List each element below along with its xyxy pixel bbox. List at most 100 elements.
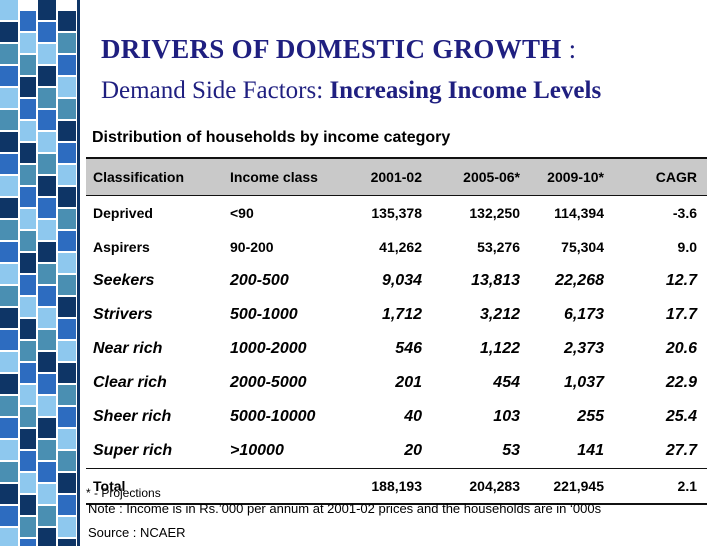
- cell-cagr: 20.6: [665, 340, 697, 357]
- cell-cagr: 27.7: [665, 442, 697, 459]
- stripe-block: [0, 440, 18, 460]
- stripe-block: [0, 418, 18, 438]
- cell-classification: Clear rich: [93, 374, 167, 391]
- stripe-block: [0, 528, 18, 546]
- cell-2005-06: 53,276: [477, 239, 520, 255]
- stripe-block: [38, 308, 56, 328]
- stripe-block: [58, 517, 76, 537]
- stripe-block: [38, 264, 56, 284]
- stripe-block: [58, 33, 76, 53]
- stripe-block: [20, 495, 36, 515]
- cell-2009-10: 22,268: [555, 272, 604, 289]
- stripe-block: [38, 462, 56, 482]
- stripe-block: [58, 363, 76, 383]
- cell-income-class: 2000-5000: [230, 374, 307, 391]
- stripe-block: [58, 297, 76, 317]
- cell-2001-02: 20: [404, 442, 422, 459]
- stripe-block: [20, 209, 36, 229]
- cell-2001-02: 9,034: [381, 272, 422, 289]
- header-2005-06: 2005-06*: [463, 169, 520, 185]
- cell-2005-06: 1,122: [479, 340, 520, 357]
- stripe-block: [20, 99, 36, 119]
- stripe-block: [58, 451, 76, 471]
- stripe-block: [0, 66, 18, 86]
- stripe-edge: [77, 0, 80, 546]
- table-row: Strivers 500-1000 1,712 3,212 6,173 17.7: [86, 298, 707, 332]
- cell-2001-02: 201: [395, 374, 422, 391]
- stripe-block: [20, 363, 36, 383]
- stripe-block: [38, 484, 56, 504]
- cell-income-class: 200-500: [230, 272, 289, 289]
- cell-income-class: 5000-10000: [230, 408, 316, 425]
- stripe-block: [20, 539, 36, 546]
- stripe-block: [20, 253, 36, 273]
- stripe-block: [20, 55, 36, 75]
- cell-total-2005-06: 204,283: [469, 478, 520, 494]
- cell-cagr: 9.0: [677, 239, 697, 255]
- stripe-block: [0, 352, 18, 372]
- stripe-block: [20, 187, 36, 207]
- stripe-block: [38, 22, 56, 42]
- stripe-block: [0, 308, 18, 328]
- stripe-block: [58, 275, 76, 295]
- stripe-block: [0, 396, 18, 416]
- stripe-block: [38, 0, 56, 20]
- stripe-block: [20, 517, 36, 537]
- cell-total-2001-02: 188,193: [371, 478, 422, 494]
- cell-cagr: 12.7: [665, 272, 697, 289]
- header-classification: Classification: [93, 169, 185, 185]
- stripe-block: [0, 0, 18, 20]
- stripe-block: [58, 165, 76, 185]
- stripe-block: [38, 198, 56, 218]
- cell-classification: Sheer rich: [93, 408, 172, 425]
- stripe-block: [0, 242, 18, 262]
- stripe-block: [38, 154, 56, 174]
- stripe-block: [38, 396, 56, 416]
- stripe-block: [20, 275, 36, 295]
- cell-classification: Super rich: [93, 442, 173, 459]
- stripe-block: [58, 11, 76, 31]
- stripe-block: [58, 385, 76, 405]
- table-row: Clear rich 2000-5000 201 454 1,037 22.9: [86, 366, 707, 400]
- cell-2001-02: 41,262: [379, 239, 422, 255]
- stripe-block: [58, 55, 76, 75]
- stripe-block: [20, 473, 36, 493]
- stripe-block: [58, 407, 76, 427]
- stripe-block: [0, 264, 18, 284]
- cell-classification: Seekers: [93, 272, 155, 289]
- stripe-block: [38, 352, 56, 372]
- cell-income-class: 90-200: [230, 239, 274, 255]
- cell-2001-02: 546: [395, 340, 422, 357]
- stripe-block: [20, 451, 36, 471]
- cell-2009-10: 6,173: [563, 306, 604, 323]
- slide-subtitle: Demand Side Factors: Increasing Income L…: [101, 77, 602, 104]
- table-total-row: Total 188,193 204,283 221,945 2.1: [86, 468, 707, 505]
- stripe-block: [38, 418, 56, 438]
- stripe-block: [58, 253, 76, 273]
- table-caption: Distribution of households by income cat…: [92, 129, 451, 146]
- stripe-block: [20, 33, 36, 53]
- stripe-block: [38, 176, 56, 196]
- stripe-block: [20, 407, 36, 427]
- stripe-block: [58, 473, 76, 493]
- cell-cagr: 25.4: [665, 408, 697, 425]
- cell-income-class: 500-1000: [230, 306, 298, 323]
- stripe-block: [0, 88, 18, 108]
- stripe-block: [0, 506, 18, 526]
- income-note: Note : Income is in Rs.’000 per annum at…: [88, 501, 602, 516]
- stripe-block: [0, 154, 18, 174]
- stripe-block: [38, 110, 56, 130]
- cell-cagr: 17.7: [665, 306, 697, 323]
- stripe-block: [58, 121, 76, 141]
- stripe-block: [20, 385, 36, 405]
- cell-income-class: >10000: [230, 442, 284, 459]
- stripe-block: [0, 484, 18, 504]
- table-header-row: Classification Income class 2001-02 2005…: [86, 157, 707, 196]
- stripe-block: [38, 220, 56, 240]
- cell-2009-10: 1,037: [563, 374, 604, 391]
- table-row: Super rich >10000 20 53 141 27.7: [86, 434, 707, 468]
- stripe-block: [58, 99, 76, 119]
- stripe-block: [20, 319, 36, 339]
- cell-2005-06: 454: [493, 374, 520, 391]
- slide-header: DRIVERS OF DOMESTIC GROWTH : Demand Side…: [101, 34, 721, 105]
